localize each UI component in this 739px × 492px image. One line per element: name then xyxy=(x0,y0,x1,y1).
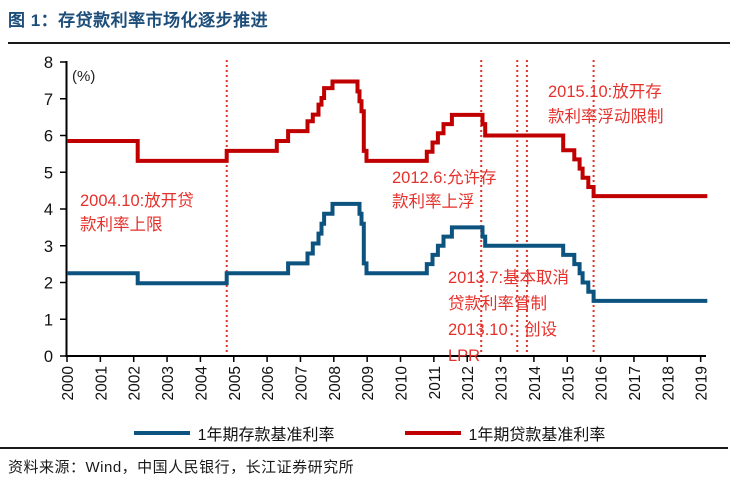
y-axis-tick-label: 6 xyxy=(44,128,53,146)
x-axis-tick-label: 2006 xyxy=(260,366,277,400)
x-axis-tick-label: 2001 xyxy=(93,366,110,400)
legend-label-deposit: 1年期存款基准利率 xyxy=(197,427,335,444)
y-axis-tick-label: 4 xyxy=(44,201,53,219)
x-axis-tick-label: 2018 xyxy=(660,366,677,400)
y-axis-tick-label: 0 xyxy=(44,348,53,366)
x-axis-tick-label: 2009 xyxy=(360,366,377,400)
x-axis-tick-label: 2013 xyxy=(494,366,511,400)
loan-line-swatch xyxy=(404,431,461,435)
x-axis-tick-label: 2003 xyxy=(160,366,177,400)
loan-rate-line xyxy=(67,79,708,199)
x-axis-tick-label: 2019 xyxy=(694,366,711,400)
deposit-rate-line xyxy=(67,201,708,303)
x-axis-tick-label: 2004 xyxy=(193,366,210,401)
x-axis-tick-label: 2008 xyxy=(327,366,344,400)
x-axis-tick-label: 2002 xyxy=(127,366,144,400)
y-axis-tick-label: 2 xyxy=(44,275,53,293)
figure-title: 图 1：存贷款利率市场化逐步推进 xyxy=(8,11,269,30)
title-divider xyxy=(8,42,730,44)
x-axis-tick-label: 2015 xyxy=(560,366,577,400)
x-axis-tick-label: 2017 xyxy=(627,366,644,400)
legend-item-loan: 1年期贷款基准利率 xyxy=(404,421,606,445)
x-axis-tick-label: 2014 xyxy=(527,366,544,401)
y-axis-tick-label: 7 xyxy=(44,91,53,109)
chart-annotation: 2004.10:放开贷款利率上限 xyxy=(80,191,194,234)
chart-annotation: 2015.10:放开存款利率浮动限制 xyxy=(548,82,664,126)
legend-item-deposit: 1年期存款基准利率 xyxy=(133,421,335,445)
chart-annotation: 2012.6:允许存款利率上浮 xyxy=(392,168,497,211)
x-axis-tick-label: 2011 xyxy=(427,366,444,399)
y-axis-tick-label: 3 xyxy=(44,238,53,256)
x-axis-tick-label: 2010 xyxy=(394,366,411,401)
y-axis-unit-label: (%) xyxy=(72,68,95,85)
y-axis-tick-label: 1 xyxy=(44,311,53,329)
chart-legend: 1年期存款基准利率 1年期贷款基准利率 xyxy=(0,421,739,445)
x-axis-tick-label: 2016 xyxy=(594,366,611,400)
data-source: 资料来源：Wind，中国人民银行，长江证券研究所 xyxy=(8,459,355,476)
deposit-line-swatch xyxy=(133,431,190,435)
footer-divider xyxy=(0,447,728,449)
chart-annotation: 2013.7:基本取消贷款利率管制 2013.10：创设 LPR xyxy=(448,268,569,365)
y-axis-tick-label: 5 xyxy=(44,164,53,182)
x-axis-tick-label: 2005 xyxy=(227,366,244,400)
x-axis-tick-label: 2012 xyxy=(460,366,477,400)
x-axis-tick-label: 2007 xyxy=(293,366,310,400)
y-axis-tick-label: 8 xyxy=(44,54,53,72)
x-axis-tick-label: 2000 xyxy=(60,366,77,401)
legend-label-loan: 1年期贷款基准利率 xyxy=(468,427,606,444)
